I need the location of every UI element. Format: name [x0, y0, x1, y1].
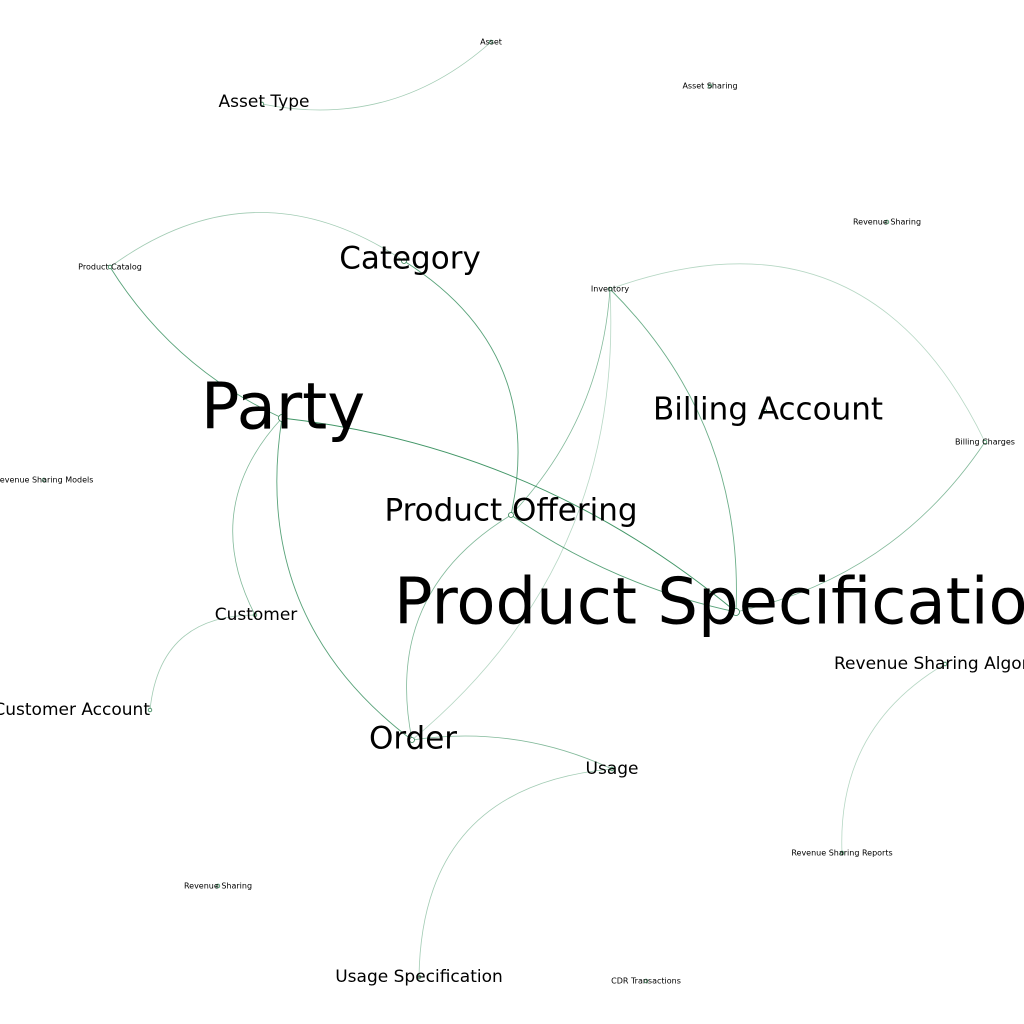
node-label-usage[interactable]: Usage	[586, 759, 639, 779]
node-dot-asset-sharing	[707, 83, 713, 89]
node-dot-asset	[488, 39, 494, 45]
node-dot-customer-account	[147, 707, 153, 713]
node-dot-billing-charges	[982, 439, 988, 445]
node-label-customer-account[interactable]: Customer Account	[0, 700, 150, 720]
node-dot-revenue-sharing-algorithm	[942, 661, 948, 667]
node-label-revenue-sharing-algorithm[interactable]: Revenue Sharing Algorithm	[834, 654, 1024, 674]
edge-customer-customer-account	[149, 614, 256, 711]
node-dot-customer	[252, 612, 258, 618]
node-label-asset-sharing[interactable]: Asset Sharing	[682, 82, 737, 91]
node-label-revenue-sharing-reports[interactable]: Revenue Sharing Reports	[791, 849, 892, 858]
edge-product-offering-product-specification	[510, 514, 737, 613]
node-dot-inventory	[607, 286, 613, 292]
node-dot-product-catalog	[107, 264, 113, 270]
node-label-product-catalog[interactable]: Product Catalog	[78, 263, 142, 272]
node-label-product-offering[interactable]: Product Offering	[384, 493, 637, 529]
node-dot-order	[409, 737, 415, 743]
node-label-revenue-sharing-models[interactable]: Revenue Sharing Models	[0, 476, 93, 485]
node-label-order[interactable]: Order	[369, 721, 457, 757]
edge-party-order	[276, 417, 413, 741]
edge-product-offering-order	[406, 514, 512, 741]
node-label-revenue-sharing-top[interactable]: Revenue Sharing	[853, 218, 921, 227]
edge-product-catalog-category	[109, 212, 405, 268]
edge-inventory-order	[411, 288, 612, 741]
node-label-party[interactable]: Party	[201, 371, 365, 445]
node-dot-usage	[609, 766, 615, 772]
graph-nodes	[41, 39, 988, 984]
node-label-category[interactable]: Category	[339, 241, 481, 277]
node-label-usage-specification[interactable]: Usage Specification	[335, 967, 503, 987]
node-dot-cdr-transactions	[643, 978, 649, 984]
node-label-billing-account[interactable]: Billing Account	[653, 392, 883, 428]
edge-order-usage	[411, 735, 613, 770]
edge-asset-asset-type	[261, 41, 492, 111]
node-label-inventory[interactable]: Inventory	[591, 285, 629, 294]
node-dot-revenue-sharing-models	[41, 477, 47, 483]
node-dot-revenue-sharing-top	[884, 219, 890, 225]
node-label-asset-type[interactable]: Asset Type	[219, 92, 310, 112]
edge-inventory-product-offering	[510, 288, 611, 516]
edge-revenue-sharing-algorithm-revenue-sharing-reports	[841, 663, 946, 854]
node-label-billing-charges[interactable]: Billing Charges	[955, 438, 1015, 447]
node-dot-category	[401, 258, 407, 264]
node-label-revenue-sharing-bottom[interactable]: Revenue Sharing	[184, 882, 252, 891]
node-dot-asset-type	[259, 101, 265, 107]
node-dot-product-specification	[732, 608, 740, 616]
node-label-customer[interactable]: Customer	[215, 605, 298, 625]
node-dot-billing-account	[761, 408, 767, 414]
node-dot-product-offering	[508, 512, 514, 518]
edge-product-catalog-party	[109, 266, 283, 419]
edge-party-product-specification	[281, 417, 737, 613]
node-dot-party	[278, 414, 286, 422]
node-label-product-specification[interactable]: Product Specification	[394, 566, 1024, 640]
node-label-asset[interactable]: Asset	[480, 38, 502, 47]
node-label-cdr-transactions[interactable]: CDR Transactions	[611, 977, 681, 986]
node-dot-revenue-sharing-reports	[839, 850, 845, 856]
edge-inventory-product-specification	[609, 288, 737, 613]
edge-usage-usage-specification	[418, 768, 613, 978]
graph-labels: Asset Asset Type Asset Sharing Revenue Shar…	[0, 38, 1024, 988]
edge-inventory-billing-charges	[609, 263, 986, 443]
graph-edges	[109, 41, 986, 978]
node-dot-usage-specification	[416, 974, 422, 980]
edge-billing-charges-product-specification	[735, 441, 986, 613]
edge-category-product-offering	[403, 260, 519, 516]
node-dot-revenue-sharing-bottom	[215, 883, 221, 889]
edge-party-customer	[232, 417, 283, 616]
